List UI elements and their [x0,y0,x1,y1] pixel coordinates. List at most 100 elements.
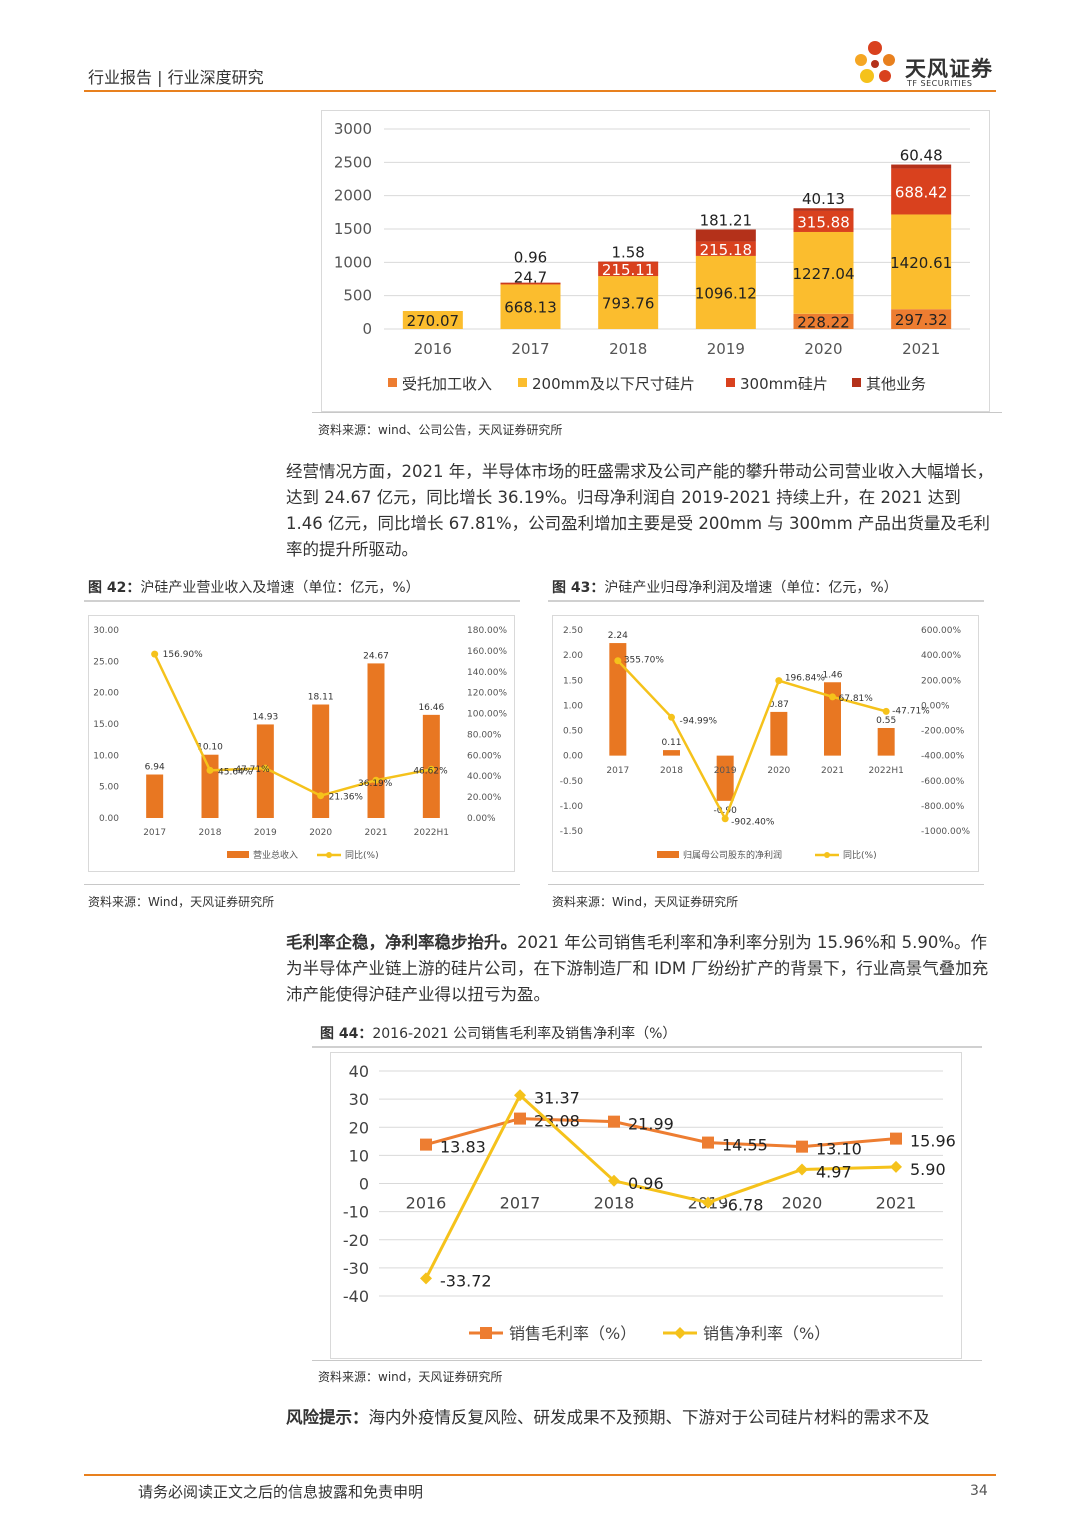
legend-label: 300mm硅片 [740,375,828,393]
y-right-tick-label: 60.00% [467,751,502,761]
bar-segment [891,168,952,215]
bar [367,663,385,818]
y-tick-label: 30 [349,1090,369,1109]
series-marker [420,1138,432,1151]
x-tick-label: 2022H1 [868,766,903,776]
bar-data-label: 18.11 [308,693,334,703]
bar-data-label: 0.55 [876,716,896,726]
y-tick-label: 0 [362,320,372,338]
bar [312,704,330,818]
growth-point [882,707,890,715]
bar-segment [891,214,952,310]
fig44-caption: 图 44：2016-2021 公司销售毛利率及销售净利率（%） [320,1023,676,1043]
bar-data-label: 24.7 [514,268,547,286]
legend-label: 同比(%) [345,849,379,861]
series-marker [702,1196,714,1209]
bar-data-label: 315.88 [797,213,850,231]
legend-marker [824,852,830,858]
series-data-label: 23.08 [534,1112,580,1131]
y-left-tick-label: 0.00 [563,752,583,762]
stacked-revenue-chart: 0 500 1000 1500 2000 2500 3000 2016 270.07 2017 66… [334,120,970,393]
growth-point [317,792,325,800]
footer-divider [84,1474,996,1476]
y-left-tick-label: 2.00 [563,651,583,661]
series-line [424,1092,897,1280]
page-number: 34 [970,1483,988,1499]
bar-data-label: 0.87 [769,700,789,710]
bar [609,643,627,756]
growth-data-label: 355.70% [624,656,664,666]
growth-data-label: -47.71% [892,706,930,716]
bar-segment [793,208,854,211]
y-tick-label: 1500 [334,220,372,238]
fig44-bottom-line [312,1360,982,1361]
growth-data-label: 196.84% [785,674,825,684]
bar-data-label: 215.18 [700,241,753,259]
growth-data-label: -902.40% [731,818,775,828]
series-data-label: 0.96 [628,1174,664,1193]
legend-marker [674,1327,686,1339]
growth-data-label: 46.62% [413,766,448,776]
x-tick-label: 2017 [143,828,166,838]
legend-swatch [852,378,861,387]
bar-data-label: 6.94 [145,763,165,773]
logo-icon [848,38,902,92]
fig42-caption-text: 沪硅产业营业收入及增速（单位：亿元，%） [140,580,420,596]
series-marker [608,1115,620,1128]
bar-data-label: 215.11 [602,261,655,279]
series-data-label: 21.99 [628,1115,674,1134]
y-left-tick-label: 1.50 [563,676,583,686]
bar-data-label: 181.21 [700,211,753,229]
legend-swatch [726,378,735,387]
x-tick-label: 2019 [707,340,745,358]
growth-line [153,653,432,798]
bar-segment [598,261,659,277]
bar-segment [402,310,463,329]
bar-data-label: 228.22 [797,313,850,331]
top-chart-source: 资料来源：wind、公司公告，天风证券研究所 [318,423,563,437]
growth-data-label: 47.71% [235,765,270,775]
paragraph-risk-body: 海内外疫情反复风险、研发成果不及预期、下游对于公司硅片材料的需求不及 [368,1408,930,1427]
fig43-source: 资料来源：Wind，天风证券研究所 [552,895,739,909]
y-tick-label: 500 [343,287,372,305]
legend-label: 其他业务 [866,375,926,393]
fig42-caption: 图 42：沪硅产业营业收入及增速（单位：亿元，%） [88,577,420,597]
bar-segment [695,229,756,242]
bar-data-label: 1420.61 [890,254,952,272]
header-divider [84,90,996,92]
series-marker [514,1112,526,1125]
bar-segment [891,309,952,329]
fig43-chart-frame: -1.50 -1.00 -0.50 0.00 0.50 1.00 1.50 2.00 2.50 -… [552,615,979,872]
bar-data-label: 793.76 [602,295,655,313]
growth-point [151,650,159,658]
y-left-tick-label: 0.50 [563,727,583,737]
growth-line [616,659,887,822]
paragraph-margin: 毛利率企稳，净利率稳步抬升。2021 年公司销售毛利率和净利率分别为 15.96… [286,930,996,1008]
y-right-tick-label: -600.00% [921,777,965,787]
y-left-tick-label: 10.00 [93,751,119,761]
fig42-caption-line [84,600,520,602]
bar-data-label: 24.67 [363,651,389,661]
growth-data-label: -94.99% [680,716,718,726]
y-right-tick-label: -1000.00% [921,827,970,837]
legend-label: 同比(%) [843,849,877,861]
bar-data-label: 60.48 [900,147,943,165]
y-tick-label: 40 [349,1062,369,1081]
bar-data-label: -0.90 [714,806,738,816]
y-tick-label: 3000 [334,120,372,138]
bar-segment [695,255,756,329]
y-right-tick-label: 200.00% [921,676,961,686]
top-chart-baseline [312,412,1002,413]
growth-point [668,713,675,721]
bar-data-label: 688.42 [895,184,948,202]
y-left-tick-label: 20.00 [93,689,119,699]
bar-data-label: 668.13 [504,299,557,317]
bar-segment [793,210,854,232]
bar-segment [891,164,952,169]
bar [146,774,164,818]
growth-point [721,815,729,823]
series-data-label: 31.37 [534,1088,580,1107]
legend-swatch [388,378,397,387]
legend-label: 受托加工收入 [402,375,492,393]
fig43-profit-chart: -1.50 -1.00 -0.50 0.00 0.50 1.00 1.50 2.00 2.50 -… [560,626,971,861]
